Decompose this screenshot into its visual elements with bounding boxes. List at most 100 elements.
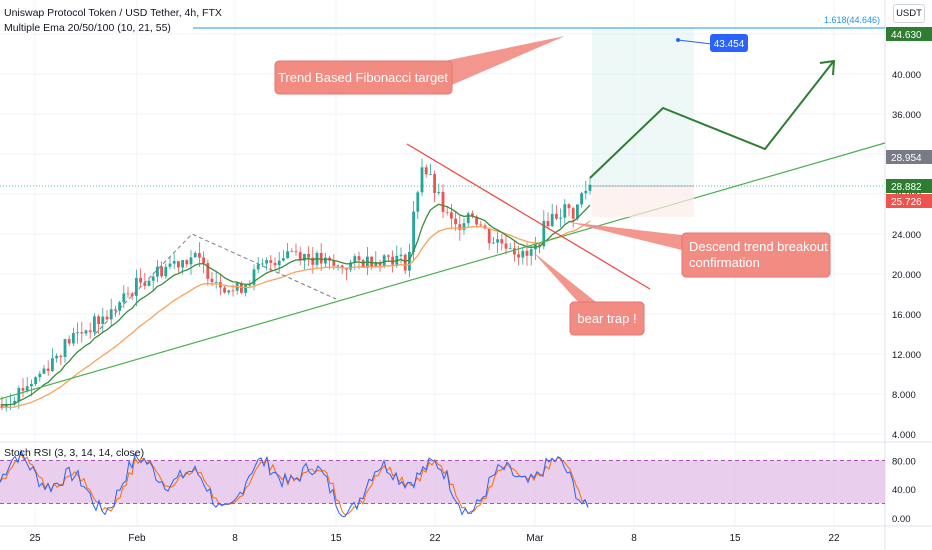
candle-body bbox=[513, 248, 516, 255]
time-tick-label: Mar bbox=[526, 533, 544, 544]
rsi-d-line bbox=[0, 452, 589, 516]
candle-body bbox=[580, 193, 583, 205]
currency-button[interactable]: USDT bbox=[893, 4, 925, 23]
candle-body bbox=[500, 239, 504, 244]
price-tag-label-stop: 25.726 bbox=[891, 197, 922, 208]
callout-breakout-text-1: Descend trend breakout bbox=[689, 239, 828, 254]
candle-body bbox=[231, 290, 235, 292]
time-tick-label: 22 bbox=[828, 533, 840, 544]
candle-body bbox=[450, 212, 453, 219]
price-tick-label: 40.000 bbox=[892, 70, 921, 81]
candle-body bbox=[206, 263, 210, 279]
callout-breakout-text-2: confirmation bbox=[689, 255, 760, 270]
candle-body bbox=[25, 386, 29, 391]
price-tick-label: 8.000 bbox=[892, 390, 916, 401]
target-connector bbox=[677, 39, 713, 45]
candle-body bbox=[303, 253, 306, 261]
projection-arrowhead bbox=[819, 59, 836, 76]
projection-arrow bbox=[589, 61, 834, 179]
candle-body bbox=[244, 284, 247, 293]
candle-body bbox=[340, 265, 344, 269]
candle-body bbox=[550, 213, 554, 227]
callouts: Trend Based Fibonacci target Descend tren… bbox=[274, 36, 831, 336]
candle-body bbox=[198, 253, 201, 258]
time-tick-label: 8 bbox=[232, 533, 238, 544]
fib-level-label: 1.618(44.646) bbox=[824, 15, 880, 25]
time-axis[interactable]: 25 Feb 8 15 22 Mar 8 15 22 bbox=[29, 533, 840, 544]
price-tag-label-level_high: 28.954 bbox=[891, 153, 922, 164]
price-tick-label: 4.000 bbox=[892, 430, 916, 441]
candle-body bbox=[34, 377, 37, 385]
candle-body bbox=[168, 263, 172, 267]
candle-body bbox=[248, 284, 252, 286]
candle-body bbox=[17, 388, 21, 402]
candle-body bbox=[277, 260, 281, 266]
candle-body bbox=[353, 256, 357, 263]
candle-body bbox=[542, 221, 546, 247]
callout-breakout-box bbox=[681, 232, 831, 278]
candle-body bbox=[282, 258, 285, 261]
price-tag-level_high bbox=[886, 150, 932, 164]
candle-body bbox=[429, 174, 432, 175]
candle-body bbox=[336, 265, 340, 267]
candle-body bbox=[67, 339, 71, 344]
stoch-rsi-panel bbox=[0, 448, 885, 518]
candle-body bbox=[576, 204, 579, 219]
candle-body bbox=[374, 262, 378, 268]
indicator-label: Multiple Ema 20/50/100 (10, 21, 55) bbox=[4, 22, 171, 34]
candle-body bbox=[269, 260, 273, 263]
drawings: 1.618(44.646) 43.454 bbox=[0, 15, 886, 400]
callout-fib-text: Trend Based Fibonacci target bbox=[278, 70, 448, 85]
candle-body bbox=[403, 254, 407, 271]
candle-body bbox=[189, 257, 193, 265]
candle-body bbox=[30, 384, 33, 387]
stop-zone bbox=[592, 186, 694, 217]
candle-body bbox=[437, 191, 441, 193]
candle-body bbox=[588, 184, 592, 191]
price-tick-label: 36.000 bbox=[892, 110, 921, 121]
candle-body bbox=[210, 278, 214, 283]
candle-body bbox=[454, 218, 457, 225]
candle-body bbox=[13, 401, 16, 405]
candle-body bbox=[441, 191, 445, 212]
price-axis[interactable]: 44.00040.00036.00032.00028.00024.00020.0… bbox=[886, 27, 932, 525]
candle-body bbox=[202, 257, 205, 264]
candle-body bbox=[559, 217, 562, 219]
candle-body bbox=[147, 280, 151, 286]
candle-body bbox=[370, 256, 373, 268]
candle-body bbox=[80, 332, 84, 334]
candle-body bbox=[567, 204, 571, 209]
ascending-trendline bbox=[0, 142, 886, 400]
candle-body bbox=[130, 293, 134, 296]
candle-body bbox=[508, 248, 512, 250]
candle-body bbox=[265, 260, 268, 264]
candle-body bbox=[408, 251, 411, 271]
candle-body bbox=[294, 251, 298, 253]
time-tick-label: 8 bbox=[631, 533, 637, 544]
target-value: 43.454 bbox=[714, 39, 745, 50]
candle-body bbox=[345, 268, 348, 270]
callout-bear-box bbox=[569, 301, 645, 336]
candle-body bbox=[496, 239, 499, 243]
candle-body bbox=[546, 221, 550, 227]
candle-body bbox=[399, 254, 403, 256]
candle-body bbox=[160, 266, 163, 277]
callout-fib-pointer bbox=[420, 36, 565, 90]
candle-body bbox=[521, 250, 525, 258]
candle-body bbox=[101, 316, 105, 324]
candle-body bbox=[319, 252, 323, 264]
price-tick-label: 20.000 bbox=[892, 270, 921, 281]
rsi-tick-label: 0.00 bbox=[892, 514, 911, 525]
candle-body bbox=[193, 253, 197, 258]
candle-body bbox=[311, 257, 315, 265]
price-tag-stop bbox=[886, 194, 932, 208]
rsi-band bbox=[0, 460, 885, 504]
candle-body bbox=[135, 277, 138, 296]
target-dot bbox=[676, 38, 680, 42]
candle-body bbox=[177, 261, 180, 268]
candle-body bbox=[458, 224, 462, 230]
candle-body bbox=[466, 213, 470, 224]
callout-bear-pointer bbox=[533, 252, 596, 302]
candle-body bbox=[445, 211, 449, 213]
